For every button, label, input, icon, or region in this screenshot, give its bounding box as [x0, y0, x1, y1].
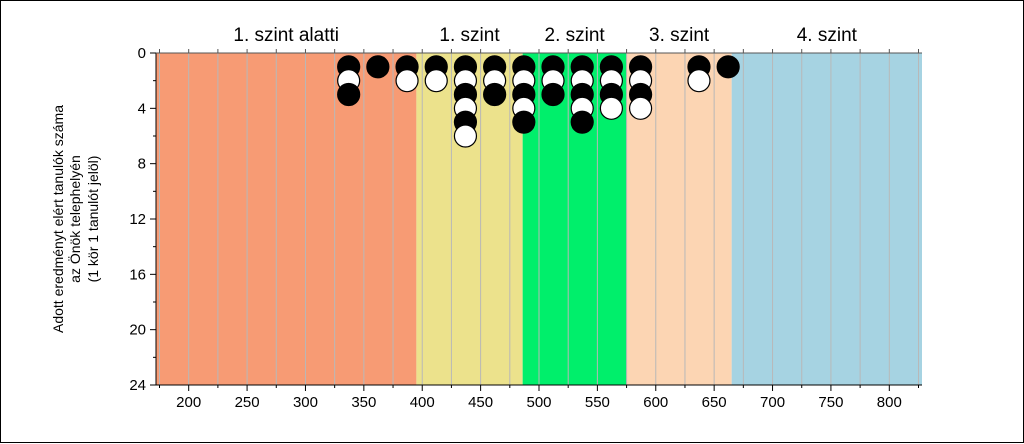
student-marker: [483, 82, 507, 107]
x-tick-label: 700: [760, 394, 785, 411]
x-tick-label: 750: [818, 394, 843, 411]
x-tick-label: 450: [468, 394, 493, 411]
y-axis-label-line-1: Adott eredményt elért tanulók száma: [50, 105, 66, 333]
level-band-5: [731, 53, 922, 385]
student-marker: [716, 55, 740, 79]
x-tick-label: 350: [351, 394, 376, 411]
x-tick-label: 300: [293, 394, 318, 411]
level-label-1: 1. szint alatti: [233, 25, 339, 46]
x-tick-label: 600: [643, 394, 668, 411]
y-tick-label: 8: [138, 156, 146, 173]
student-marker: [512, 110, 536, 134]
y-tick-label: 20: [129, 322, 146, 339]
y-axis-label-line-3: (1 kör 1 tanulót jelöl): [85, 156, 101, 283]
level-label-2: 1. szint: [439, 25, 500, 46]
level-label-4: 3. szint: [649, 25, 710, 46]
y-tick-label: 16: [129, 266, 146, 283]
student-marker: [570, 110, 594, 134]
x-tick-label: 550: [585, 394, 610, 411]
y-tick-label: 12: [129, 211, 146, 228]
student-marker: [687, 69, 711, 93]
x-tick-label: 250: [235, 394, 260, 411]
y-axis-label-line-2: az Önök telephelyén: [66, 155, 83, 283]
student-marker: [395, 69, 419, 93]
level-band-1: [156, 53, 417, 385]
student-marker: [366, 55, 390, 79]
student-marker: [599, 96, 623, 120]
x-tick-label: 800: [877, 394, 902, 411]
student-marker: [628, 96, 653, 120]
level-label-5: 4. szint: [797, 25, 858, 46]
student-marker: [541, 82, 565, 107]
y-tick-label: 24: [129, 377, 146, 394]
level-label-3: 2. szint: [545, 25, 606, 46]
x-tick-label: 200: [176, 394, 201, 411]
x-tick-label: 650: [702, 394, 727, 411]
x-tick-label: 400: [410, 394, 435, 411]
y-tick-label: 0: [138, 45, 146, 62]
student-marker: [453, 124, 478, 148]
student-marker: [424, 69, 448, 93]
x-tick-label: 500: [526, 394, 551, 411]
y-tick-label: 4: [138, 100, 146, 117]
student-marker: [337, 82, 361, 107]
